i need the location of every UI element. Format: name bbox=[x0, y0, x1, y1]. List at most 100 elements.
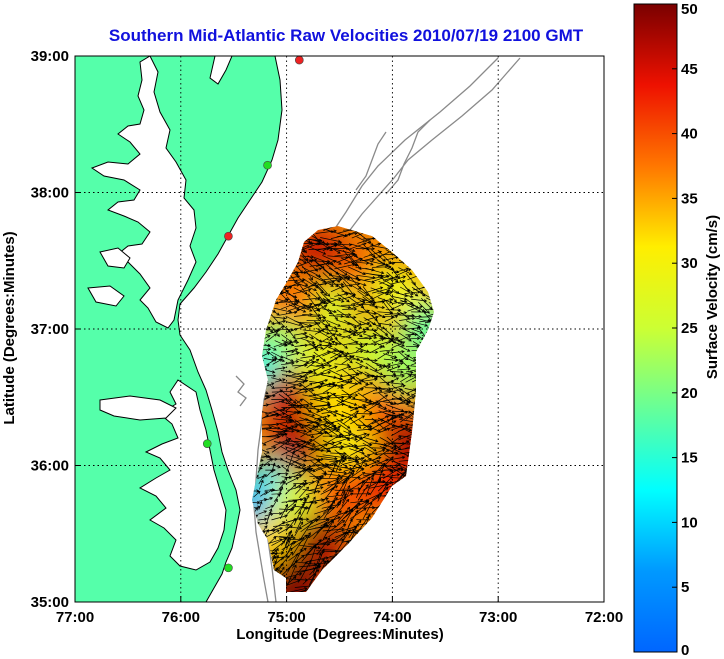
current-vector bbox=[316, 421, 335, 435]
current-vector bbox=[265, 468, 276, 472]
current-vector bbox=[372, 290, 391, 300]
current-vector bbox=[327, 510, 342, 528]
current-vector bbox=[398, 335, 412, 342]
x-tick-label: 77:00 bbox=[56, 609, 94, 626]
current-vector bbox=[335, 454, 345, 473]
current-vector bbox=[258, 474, 265, 485]
current-vector bbox=[350, 404, 366, 412]
current-vector bbox=[357, 310, 377, 316]
current-vector bbox=[399, 327, 415, 335]
current-vector bbox=[308, 545, 317, 567]
current-vector bbox=[336, 335, 352, 339]
current-vector bbox=[265, 374, 277, 378]
current-vector bbox=[294, 273, 309, 287]
current-vector bbox=[347, 371, 363, 381]
current-vector bbox=[322, 527, 345, 532]
current-vector bbox=[390, 361, 404, 367]
current-vector bbox=[405, 314, 422, 319]
current-vector bbox=[365, 476, 374, 497]
current-vector bbox=[327, 418, 344, 425]
colorbar-tick-label: 30 bbox=[681, 255, 698, 272]
current-vector bbox=[294, 298, 311, 309]
current-vector bbox=[372, 427, 391, 436]
current-vector bbox=[285, 321, 305, 328]
current-vector bbox=[320, 392, 337, 400]
current-vector bbox=[362, 423, 381, 433]
current-vector bbox=[341, 476, 350, 496]
current-vector bbox=[286, 328, 296, 340]
current-vector bbox=[286, 416, 304, 429]
current-vector bbox=[281, 339, 295, 347]
current-vector bbox=[315, 506, 333, 523]
current-vector bbox=[398, 344, 411, 352]
current-vector bbox=[365, 362, 379, 372]
current-vector bbox=[350, 415, 366, 425]
current-vector bbox=[355, 342, 368, 352]
current-vector bbox=[281, 355, 294, 363]
current-vector bbox=[364, 460, 380, 468]
current-vector bbox=[349, 471, 366, 484]
current-vector bbox=[384, 365, 397, 376]
current-vector bbox=[322, 255, 342, 265]
x-axis-ticks: 77:00 76:00 75:00 74:00 73:00 72:00 bbox=[56, 596, 623, 626]
radar-site-marker bbox=[263, 160, 272, 170]
current-vector bbox=[313, 304, 328, 312]
current-vector bbox=[328, 491, 339, 510]
current-vector bbox=[280, 539, 290, 555]
current-vector bbox=[351, 330, 367, 334]
current-vector bbox=[356, 321, 371, 327]
current-vector bbox=[302, 459, 321, 473]
current-vector bbox=[322, 340, 336, 351]
current-vector bbox=[377, 351, 390, 360]
current-vector bbox=[390, 382, 405, 386]
colorbar-tick-label: 10 bbox=[681, 514, 698, 531]
current-vector bbox=[342, 459, 359, 465]
current-vector bbox=[287, 304, 307, 312]
current-vector bbox=[336, 305, 352, 309]
current-vector bbox=[337, 380, 353, 389]
current-vector bbox=[302, 329, 322, 334]
current-vector bbox=[277, 425, 298, 436]
current-vector bbox=[274, 425, 295, 436]
current-vector bbox=[292, 349, 306, 356]
current-vector bbox=[257, 463, 264, 473]
current-vector bbox=[365, 456, 382, 463]
colorbar-tick-label: 15 bbox=[681, 450, 698, 467]
current-vector bbox=[281, 381, 303, 388]
current-vector bbox=[337, 506, 351, 523]
current-vector bbox=[343, 329, 359, 333]
current-vector bbox=[320, 381, 336, 388]
y-axis-label: Latitude (Degrees:Minutes) bbox=[1, 231, 18, 424]
current-vector bbox=[341, 294, 356, 300]
current-vector bbox=[315, 274, 334, 287]
current-vector bbox=[364, 315, 379, 321]
current-vector bbox=[301, 371, 318, 375]
current-vector bbox=[309, 421, 331, 430]
current-vector bbox=[271, 540, 286, 552]
current-vector bbox=[327, 425, 342, 435]
current-vector bbox=[295, 303, 313, 312]
current-vector bbox=[378, 456, 394, 472]
current-vector bbox=[270, 472, 281, 478]
current-vector bbox=[400, 371, 414, 376]
y-tick-label: 38:00 bbox=[31, 185, 69, 202]
current-vector bbox=[265, 469, 274, 478]
y-tick-label: 39:00 bbox=[31, 48, 69, 65]
current-vector bbox=[357, 382, 373, 391]
current-vector bbox=[371, 487, 389, 501]
current-vector bbox=[272, 358, 283, 365]
current-vector bbox=[392, 311, 408, 317]
current-vector bbox=[322, 333, 337, 342]
current-vector bbox=[271, 440, 291, 453]
current-vector bbox=[280, 350, 295, 354]
current-vector bbox=[365, 267, 385, 275]
current-vector bbox=[334, 252, 356, 257]
current-vector bbox=[362, 436, 379, 443]
current-vector bbox=[397, 367, 411, 371]
current-vector bbox=[302, 457, 325, 462]
current-vector bbox=[285, 446, 307, 454]
current-vector bbox=[281, 541, 297, 551]
current-vector bbox=[371, 415, 390, 425]
current-vector bbox=[357, 474, 375, 485]
current-vector bbox=[356, 427, 374, 431]
